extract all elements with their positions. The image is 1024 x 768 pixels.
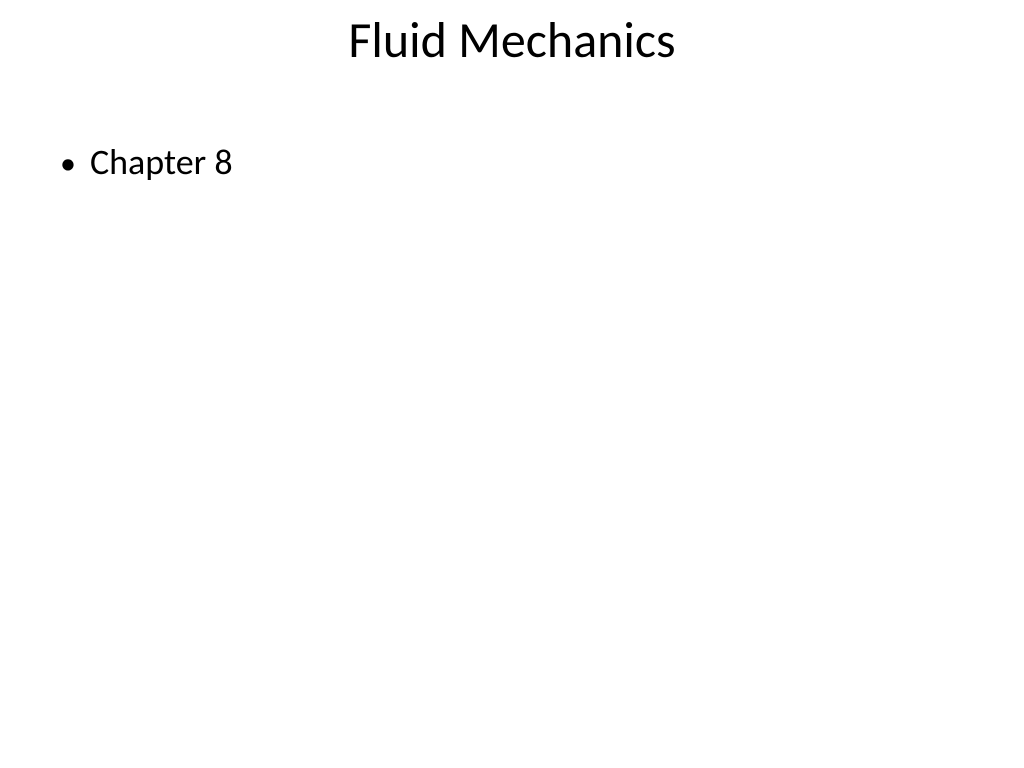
slide-title: Fluid Mechanics [0, 10, 1024, 71]
slide-content: • Chapter 8 [60, 140, 233, 184]
slide-container: Fluid Mechanics • Chapter 8 [0, 0, 1024, 768]
bullet-text: Chapter 8 [90, 140, 233, 184]
bullet-item: • Chapter 8 [60, 140, 233, 184]
bullet-marker: • [60, 148, 76, 180]
